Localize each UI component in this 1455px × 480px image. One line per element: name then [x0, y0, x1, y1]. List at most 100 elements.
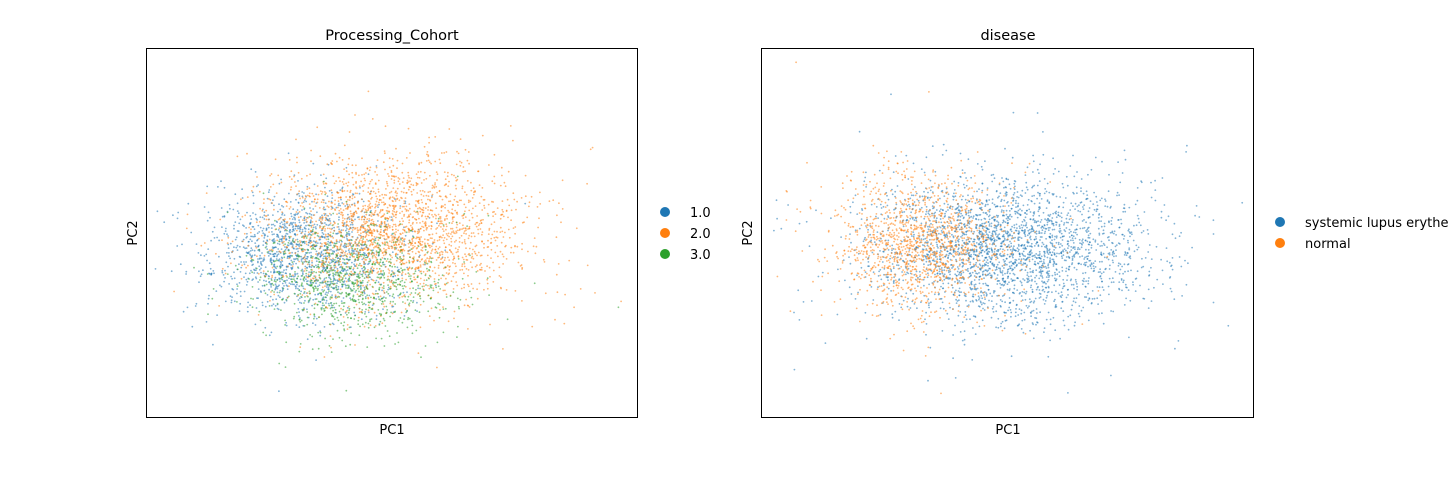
scatter-point — [428, 315, 431, 317]
scatter-point — [392, 205, 395, 208]
scatter-point — [380, 337, 383, 340]
scatter-point — [365, 244, 368, 247]
scatter-point — [297, 275, 300, 278]
scatter-point — [469, 200, 472, 203]
scatter-point — [310, 219, 312, 222]
scatter-point — [1139, 224, 1142, 227]
scatter-point — [286, 276, 288, 278]
scatter-point — [464, 191, 466, 194]
scatter-point — [306, 316, 309, 319]
scatter-point — [399, 317, 402, 319]
scatter-point — [268, 231, 270, 234]
scatter-point — [379, 284, 382, 286]
scatter-point — [958, 280, 961, 282]
scatter-point — [323, 255, 325, 258]
scatter-point — [1019, 255, 1021, 258]
scatter-point — [283, 214, 286, 217]
scatter-point — [336, 247, 339, 250]
scatter-point — [379, 244, 382, 247]
scatter-point — [283, 250, 286, 252]
scatter-point — [383, 272, 386, 274]
scatter-point — [936, 243, 938, 246]
scatter-point — [361, 215, 364, 218]
scatter-point — [363, 268, 366, 271]
scatter-point — [318, 238, 321, 241]
scatter-point — [315, 240, 318, 243]
scatter-point — [296, 209, 299, 211]
scatter-point — [382, 263, 385, 266]
scatter-point — [368, 182, 371, 185]
scatter-point — [396, 240, 399, 243]
scatter-point — [302, 205, 305, 208]
scatter-point — [412, 260, 415, 263]
scatter-point — [365, 222, 367, 225]
scatter-point — [379, 237, 381, 240]
scatter-point — [242, 246, 245, 249]
scatter-point — [472, 232, 475, 234]
scatter-point — [371, 304, 374, 306]
scatter-point — [426, 270, 429, 273]
scatter-point — [421, 225, 423, 228]
scatter-point — [294, 258, 296, 261]
scatter-point — [394, 265, 396, 268]
scatter-point — [277, 272, 280, 275]
scatter-point — [461, 265, 463, 267]
scatter-point — [308, 212, 311, 215]
scatter-point — [412, 188, 415, 191]
scatter-point — [521, 268, 523, 270]
scatter-point — [1127, 263, 1130, 265]
scatter-point — [319, 334, 322, 337]
scatter-point — [502, 236, 505, 238]
scatter-point — [436, 239, 439, 242]
scatter-point — [278, 243, 281, 246]
scatter-point — [258, 279, 261, 281]
scatter-point — [361, 209, 364, 212]
scatter-point — [491, 233, 494, 236]
scatter-point — [259, 254, 261, 257]
scatter-point — [358, 334, 361, 337]
scatter-point — [391, 265, 394, 268]
scatter-point — [414, 252, 417, 255]
scatter-point — [332, 212, 335, 215]
scatter-point — [279, 231, 281, 234]
scatter-point — [331, 296, 333, 299]
scatter-point — [383, 292, 386, 294]
scatter-point — [302, 240, 305, 243]
scatter-point — [423, 229, 425, 232]
scatter-point — [259, 226, 262, 229]
scatter-point — [465, 255, 467, 258]
scatter-point — [404, 234, 407, 237]
scatter-point — [299, 343, 302, 345]
scatter-point — [428, 260, 430, 262]
scatter-point — [460, 199, 462, 202]
scatter-point — [290, 280, 293, 283]
scatter-point — [313, 313, 316, 315]
scatter-point — [401, 205, 404, 208]
scatter-point — [424, 224, 427, 227]
scatter-point — [392, 238, 395, 241]
scatter-point — [342, 305, 345, 308]
scatter-point — [426, 262, 429, 265]
scatter-point — [389, 302, 392, 305]
scatter-point — [420, 161, 423, 164]
scatter-point — [313, 280, 316, 282]
scatter-point — [385, 249, 388, 251]
scatter-point — [464, 206, 467, 209]
scatter-point — [352, 244, 355, 247]
scatter-point — [221, 239, 223, 242]
scatter-point — [218, 255, 220, 258]
scatter-point — [348, 309, 350, 312]
scatter-point — [345, 255, 348, 257]
scatter-point — [458, 222, 461, 225]
scatter-point — [316, 211, 318, 214]
scatter-point — [264, 276, 266, 278]
scatter-point — [329, 302, 332, 304]
scatter-point — [339, 189, 342, 192]
scatter-point — [921, 195, 924, 198]
scatter-point — [441, 228, 444, 231]
scatter-point — [327, 286, 330, 289]
scatter-point — [390, 169, 393, 172]
scatter-point — [248, 272, 251, 275]
scatter-point — [430, 307, 433, 310]
scatter-point — [255, 269, 257, 272]
